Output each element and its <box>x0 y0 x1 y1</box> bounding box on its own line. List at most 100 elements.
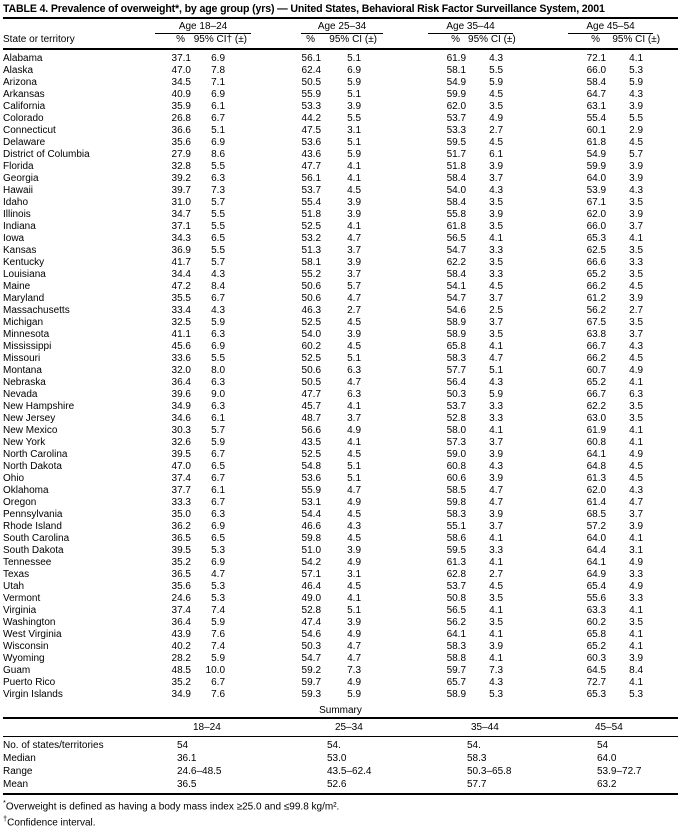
ci-value: 4.5 <box>489 89 504 100</box>
pct-value: 53.3 <box>446 125 467 136</box>
age-group-header-18-24: Age 18–24 <box>155 21 252 34</box>
pct-value: 53.7 <box>446 401 467 412</box>
ci-value: 6.7 <box>211 497 226 508</box>
pct-value: 52.5 <box>301 317 322 328</box>
pct-value: 65.2 <box>586 377 607 388</box>
table-row: Missouri 33.6 5.5 52.5 5.1 58.3 4.7 66.2 4.5 <box>3 353 678 365</box>
ci-value: 5.7 <box>347 281 362 292</box>
pct-value: 65.2 <box>586 641 607 652</box>
ci-value: 3.1 <box>347 125 362 136</box>
ci-value: 3.9 <box>629 161 644 172</box>
ci-value: 5.3 <box>629 689 644 700</box>
pct-value: 41.7 <box>171 257 191 268</box>
ci-header: 95% CI (±) <box>323 34 384 50</box>
pct-value: 35.2 <box>171 677 191 688</box>
pct-value: 54. <box>467 740 481 751</box>
ci-value: 7.3 <box>489 665 504 676</box>
ci-value: 4.7 <box>211 569 226 580</box>
pct-value: 58.3 <box>446 641 467 652</box>
pct-value: 51.8 <box>446 161 467 172</box>
ci-value: 4.3 <box>629 341 644 352</box>
pct-value: 64.1 <box>586 557 607 568</box>
pct-value: 59.7 <box>301 677 322 688</box>
pct-value: 56.2 <box>446 617 467 628</box>
row-label: Guam <box>3 665 31 676</box>
pct-value: 60.1 <box>586 125 607 136</box>
ci-value: 6.1 <box>211 485 226 496</box>
ci-value: 5.3 <box>489 689 504 700</box>
pct-value: 51.3 <box>301 245 322 256</box>
ci-value: 4.3 <box>629 485 644 496</box>
ci-value: 4.1 <box>629 677 644 688</box>
pct-value: 65.4 <box>586 581 607 592</box>
table-row: Oklahoma 37.7 6.1 55.9 4.7 58.5 4.7 62.0 4.3 <box>3 485 678 497</box>
summary-table: 18–24 25–34 35–44 45–54 No. of states/te… <box>3 717 678 795</box>
ci-value: 4.5 <box>489 281 504 292</box>
ci-value: 4.3 <box>211 269 226 280</box>
row-label: Rhode Island <box>3 521 62 532</box>
pct-value: 58.3 <box>446 509 467 520</box>
pct-value: 51.7 <box>446 149 467 160</box>
pct-value: 62.0 <box>586 485 607 496</box>
ci-value: 4.9 <box>347 677 362 688</box>
ci-value: 6.3 <box>211 401 226 412</box>
ci-value: 8.4 <box>629 665 644 676</box>
ci-value: 2.7 <box>489 125 504 136</box>
pct-value: 59.7 <box>446 665 467 676</box>
ci-value: 4.5 <box>347 533 362 544</box>
ci-value: 2.5 <box>489 305 504 316</box>
row-label: Texas <box>3 569 30 580</box>
row-label: No. of states/territories <box>3 740 104 751</box>
ci-value: 6.5 <box>211 233 226 244</box>
pct-value: 57.7 <box>467 779 487 790</box>
pct-value: 35.5 <box>171 293 191 304</box>
ci-value: 52.6 <box>327 779 347 790</box>
pct-value: 61.8 <box>586 137 607 148</box>
ci-value: 4.1 <box>629 437 644 448</box>
pct-value: 34.9 <box>171 401 191 412</box>
pct-value: 59.3 <box>301 689 322 700</box>
row-label: Oklahoma <box>3 485 49 496</box>
pct-value: 64.4 <box>586 545 607 556</box>
table-row: Kansas 36.9 5.5 51.3 3.7 54.7 3.3 62.5 3.5 <box>3 245 678 257</box>
footnotes: *Overweight is defined as having a body … <box>3 795 678 830</box>
pct-value: 54.6 <box>446 305 467 316</box>
ci-value: 2.7 <box>347 305 362 316</box>
pct-value: 36.5 <box>171 533 191 544</box>
ci-value: 6.7 <box>211 449 226 460</box>
ci-value: 5.9 <box>347 149 362 160</box>
ci-value: 6.3 <box>629 389 644 400</box>
ci-value: 6.9 <box>211 53 226 64</box>
pct-value: 34.5 <box>171 77 191 88</box>
ci-value: 4.1 <box>347 161 362 172</box>
row-label: Minnesota <box>3 329 50 340</box>
table-row: Connecticut 36.6 5.1 47.5 3.1 53.3 2.7 60.1 2.9 <box>3 125 678 137</box>
pct-value: 62.5 <box>586 245 607 256</box>
pct-value: 33.6 <box>171 353 191 364</box>
table-row: Iowa 34.3 6.5 53.2 4.7 56.5 4.1 65.3 4.1 <box>3 233 678 245</box>
row-label: California <box>3 101 46 112</box>
ci-value: 6.9 <box>347 65 362 76</box>
table-row: Illinois 34.7 5.5 51.8 3.9 55.8 3.9 62.0 3.9 <box>3 209 678 221</box>
ci-value: 4.5 <box>347 509 362 520</box>
pct-value: 24.6 <box>171 593 191 604</box>
table-row: Colorado 26.8 6.7 44.2 5.5 53.7 4.9 55.4 5.5 <box>3 113 678 125</box>
ci-value: 7.3 <box>211 185 226 196</box>
pct-value: 48.7 <box>301 413 322 424</box>
pct-value: 43.5 <box>301 437 322 448</box>
pct-value: 52.5 <box>301 221 322 232</box>
table-row: Nevada 39.6 9.0 47.7 6.3 50.3 5.9 66.7 6.3 <box>3 389 678 401</box>
ci-value: 3.3 <box>489 413 504 424</box>
ci-value: 4.7 <box>489 497 504 508</box>
ci-value: 3.9 <box>347 197 362 208</box>
ci-value: 5.3 <box>211 593 226 604</box>
pct-value: 32.6 <box>171 437 191 448</box>
age-group-header-25-34: Age 25–34 <box>301 21 384 34</box>
row-label: Arkansas <box>3 89 45 100</box>
row-label: Kentucky <box>3 257 45 268</box>
pct-value: 37.4 <box>171 473 191 484</box>
ci-value: 4.1 <box>629 53 644 64</box>
pct-header: % <box>383 34 469 50</box>
pct-value: 59.9 <box>446 89 467 100</box>
